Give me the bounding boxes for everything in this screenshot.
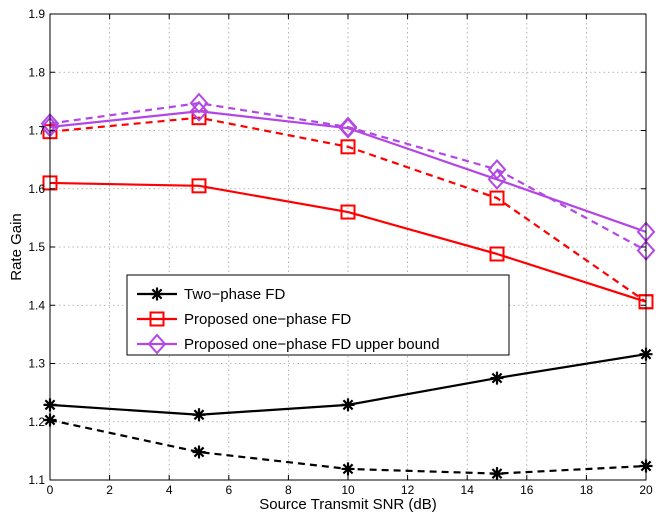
legend-box — [126, 274, 510, 356]
y-tick-label: 1.4 — [28, 298, 45, 312]
square-marker — [149, 311, 165, 327]
x-tick-label: 10 — [341, 483, 355, 497]
asterisk-marker — [341, 398, 355, 412]
series-line-dashed — [49, 116, 647, 303]
series-line — [49, 110, 647, 233]
y-tick-label: 1.2 — [28, 415, 45, 429]
y-tick-label: 1.5 — [28, 240, 45, 254]
y-tick-label: 1.6 — [28, 182, 45, 196]
y-tick-label: 1.3 — [28, 357, 45, 371]
asterisk-marker — [150, 287, 164, 301]
series-line-dashed — [49, 102, 647, 252]
axis-ticks: 0 2 4 6 8 10 12 14 16 18 20 1.1 1.2 1.3 1.4 1.5 1.6 1.7 1.… — [28, 7, 653, 497]
x-tick-label: 6 — [225, 483, 232, 497]
y-tick-label: 1.9 — [28, 7, 45, 21]
series-line — [49, 181, 647, 303]
asterisk-marker — [192, 445, 206, 459]
y-tick-label: 1.7 — [28, 124, 45, 138]
x-tick-label: 18 — [580, 483, 594, 497]
x-tick-label: 0 — [47, 483, 54, 497]
x-tick-label: 20 — [639, 483, 653, 497]
asterisk-marker — [192, 408, 206, 422]
diamond-marker — [189, 92, 209, 114]
x-tick-label: 8 — [285, 483, 292, 497]
square-marker — [489, 246, 505, 262]
square-marker — [489, 190, 505, 206]
y-tick-label: 1.8 — [28, 65, 45, 79]
square-marker — [340, 139, 356, 155]
x-tick-label: 2 — [106, 483, 113, 497]
x-tick-label: 4 — [166, 483, 173, 497]
grid-lines — [50, 14, 646, 480]
diamond-marker — [147, 333, 167, 355]
x-tick-label: 14 — [461, 483, 475, 497]
x-tick-label: 12 — [401, 483, 415, 497]
square-marker — [340, 204, 356, 220]
asterisk-marker — [490, 371, 504, 385]
diamond-marker — [338, 116, 358, 138]
y-tick-label: 1.1 — [28, 473, 45, 487]
legend-label: Two−phase FD — [184, 286, 285, 303]
x-axis-label: Source Transmit SNR (dB) — [259, 496, 437, 513]
legend-label: Proposed one−phase FD upper bound — [184, 336, 440, 353]
square-marker — [191, 178, 207, 194]
legend: Two−phase FD Proposed one−phase FD Propose… — [126, 274, 510, 356]
asterisk-marker — [490, 467, 504, 481]
diamond-marker — [487, 168, 507, 190]
diamond-marker — [487, 159, 507, 181]
legend-label: Proposed one−phase FD — [184, 311, 351, 328]
asterisk-marker — [341, 462, 355, 476]
x-tick-label: 16 — [520, 483, 534, 497]
y-axis-label: Rate Gain — [8, 213, 25, 281]
diamond-marker — [189, 100, 209, 122]
